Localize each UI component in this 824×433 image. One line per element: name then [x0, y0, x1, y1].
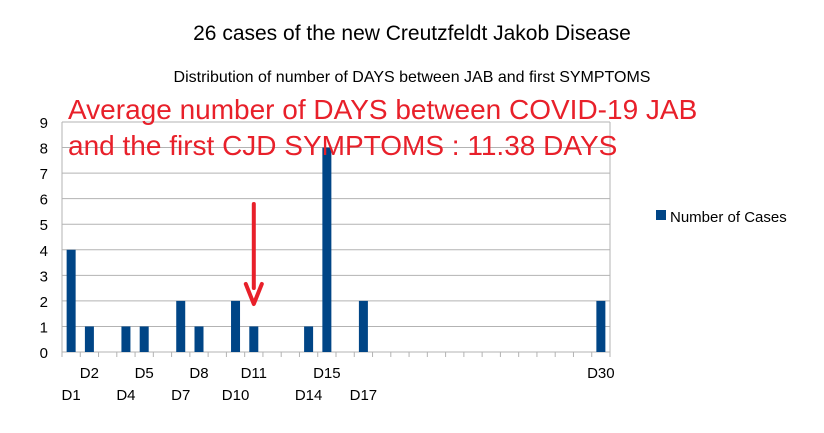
bar-D4 [121, 326, 131, 352]
legend-label: Number of Cases [670, 209, 787, 226]
arrow-head [243, 282, 264, 306]
y-tick-label: 9 [40, 115, 48, 132]
chart-title: 26 cases of the new Creutzfeldt Jakob Di… [193, 22, 631, 45]
x-tick-label-upper: D30 [587, 365, 615, 382]
x-tick-label-upper: D5 [135, 365, 154, 382]
chart-subtitle: Distribution of number of DAYS between J… [174, 69, 651, 86]
y-tick-label: 3 [40, 268, 48, 285]
bar-D15 [322, 147, 332, 352]
x-tick-label-lower: D10 [222, 387, 250, 404]
y-tick-label: 2 [40, 294, 48, 311]
bar-D8 [194, 326, 204, 352]
bar-D11 [249, 326, 259, 352]
x-tick-label-upper: D15 [313, 365, 341, 382]
y-tick-label: 0 [40, 345, 48, 362]
bar-D1 [66, 249, 76, 352]
legend: Number of Cases [656, 209, 787, 226]
bar-D5 [139, 326, 149, 352]
annotation: Average number of DAYS between COVID-19 … [68, 94, 697, 306]
bar-D17 [358, 300, 368, 352]
y-tick-label: 6 [40, 192, 48, 209]
bars [66, 147, 606, 352]
x-tick-label-upper: D2 [80, 365, 99, 382]
annotation-line-2: and the first CJD SYMPTOMS : 11.38 DAYS [68, 130, 617, 161]
x-tick-label-upper: D11 [241, 365, 267, 382]
y-tick-label: 8 [40, 141, 48, 158]
y-tick-label: 5 [40, 217, 48, 234]
y-tick-label: 4 [40, 243, 48, 260]
annotation-line-1: Average number of DAYS between COVID-19 … [68, 94, 697, 125]
x-tick-label-lower: D4 [116, 387, 135, 404]
x-tick-label-lower: D17 [350, 387, 378, 404]
red-arrow-icon [243, 202, 264, 306]
x-tick-label-lower: D7 [171, 387, 190, 404]
y-axis: 0 1 2 3 4 5 6 7 8 9 [40, 115, 48, 362]
bar-D2 [84, 326, 94, 352]
bar-D7 [176, 300, 186, 352]
x-axis: D2 D5 D8 D11 D15 D30 D1 D4 D7 D10 D14 D17 [62, 365, 615, 404]
legend-swatch [656, 210, 666, 220]
bar-D30 [596, 300, 606, 352]
x-tick-label-upper: D8 [189, 365, 208, 382]
x-tick-label-lower: D14 [295, 387, 323, 404]
y-tick-label: 7 [40, 166, 48, 183]
grid [61, 121, 611, 357]
bar-D10 [231, 300, 241, 352]
bar-D14 [304, 326, 314, 352]
x-tick-label-lower: D1 [62, 387, 81, 404]
y-tick-label: 1 [40, 319, 48, 336]
